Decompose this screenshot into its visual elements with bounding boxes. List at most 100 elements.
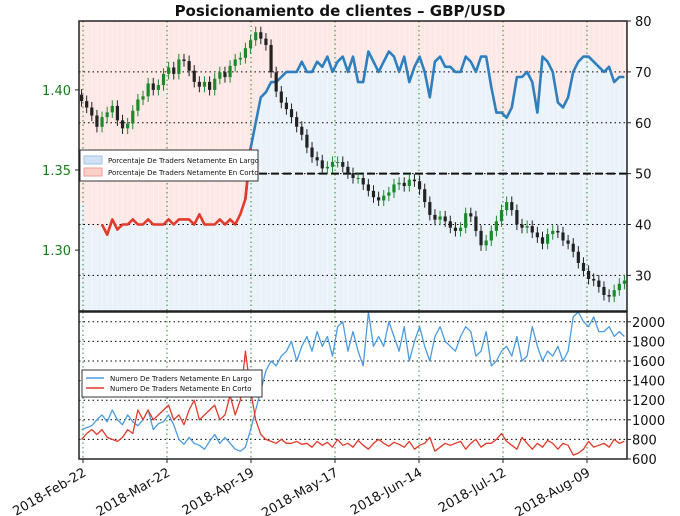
short-share-fill [473, 21, 479, 72]
short-share-fill [309, 21, 315, 72]
candle-body [525, 226, 529, 228]
short-share-fill [391, 21, 397, 57]
long-share-fill [396, 71, 403, 311]
candle-body [146, 83, 150, 97]
long-share-fill [119, 224, 126, 311]
candle-body [387, 192, 391, 196]
top-panel: Porcentaje De Traders Netamente En Largo… [79, 20, 628, 312]
long-share-fill [534, 112, 541, 311]
long-share-fill [227, 219, 234, 311]
candle-body [295, 117, 299, 127]
candle-body [151, 83, 155, 90]
short-share-fill [176, 21, 182, 220]
short-share-fill [616, 21, 623, 77]
right-tick-label: 1000 [632, 414, 665, 429]
candle-body [617, 283, 621, 291]
short-share-fill [217, 21, 223, 220]
candle-body [233, 59, 237, 66]
legend-bottom: Numero De Traders Netamente En Largo Nume… [81, 369, 263, 398]
long-share-fill [89, 224, 95, 311]
candle-body [433, 214, 437, 220]
candle-body [259, 32, 263, 39]
right-tick-label: 1800 [632, 335, 665, 350]
candle-body [254, 32, 258, 41]
short-share-fill [181, 21, 187, 220]
right-tick-label: 1400 [632, 375, 665, 390]
long-share-fill [519, 76, 525, 312]
short-share-fill [191, 21, 198, 225]
long-share-fill [545, 61, 551, 312]
short-share-fill [109, 21, 116, 220]
long-share-fill [212, 224, 218, 311]
long-share-fill [355, 82, 362, 311]
candle-body [90, 107, 94, 116]
short-share-fill [463, 21, 469, 57]
long-share-fill [611, 82, 618, 311]
legend-swatch-long [83, 155, 103, 165]
short-share-fill [370, 21, 377, 62]
long-share-fill [217, 219, 223, 311]
long-share-fill [514, 76, 520, 312]
long-share-fill [130, 219, 136, 311]
long-share-fill [596, 66, 602, 311]
long-share-fill [201, 224, 208, 311]
long-share-fill [468, 61, 474, 312]
long-share-fill [606, 66, 613, 311]
short-share-fill [529, 21, 536, 83]
long-share-fill [309, 71, 315, 311]
candle-body [269, 45, 273, 73]
right-tick-label: 60 [635, 117, 652, 132]
short-share-fill [468, 21, 474, 62]
long-share-fill [314, 61, 321, 312]
long-share-fill [483, 56, 490, 311]
candle-body [428, 202, 432, 215]
candle-body [330, 161, 335, 167]
long-share-fill [160, 224, 167, 311]
long-share-fill [253, 122, 259, 311]
short-share-fill [273, 21, 280, 83]
short-share-fill [514, 21, 520, 77]
long-share-fill [463, 56, 469, 311]
long-share-fill [580, 56, 587, 311]
long-share-fill [447, 66, 454, 311]
short-share-fill [498, 21, 505, 113]
short-share-fill [396, 21, 403, 72]
long-share-fill [104, 234, 111, 311]
long-share-fill [84, 224, 90, 311]
short-share-fill [319, 21, 326, 67]
candle-body [530, 226, 534, 233]
x-tick-label: 2018-May-17 [259, 465, 341, 516]
left-tick-label: 1.40 [42, 84, 71, 99]
short-share-fill [483, 21, 490, 57]
candle-body [540, 237, 545, 244]
long-share-fill [135, 224, 141, 311]
candle-body [458, 227, 463, 231]
candle-body [167, 67, 171, 74]
candle-body [566, 240, 570, 244]
long-share-fill [248, 148, 254, 311]
candle-body [494, 221, 499, 231]
short-share-fill [294, 21, 300, 72]
long-share-fill [437, 56, 444, 311]
short-share-fill [555, 21, 561, 103]
long-share-fill [473, 71, 479, 311]
candle-body [448, 221, 452, 228]
long-share-fill [94, 229, 100, 311]
candle-body [417, 181, 422, 190]
long-share-fill [263, 92, 269, 311]
short-share-fill [201, 21, 208, 225]
candle-body [581, 262, 586, 271]
candle-body [546, 234, 550, 244]
short-share-fill [283, 21, 290, 72]
short-share-fill [447, 21, 454, 67]
legend-box [81, 369, 263, 398]
long-share-fill [319, 66, 326, 311]
short-share-fill [406, 21, 413, 83]
candle-body [443, 216, 447, 222]
short-share-fill [314, 21, 321, 62]
long-share-fill [329, 71, 336, 311]
candle-body [136, 99, 140, 111]
candle-body [131, 110, 135, 124]
long-share-fill [411, 66, 418, 311]
short-share-fill [232, 21, 239, 225]
